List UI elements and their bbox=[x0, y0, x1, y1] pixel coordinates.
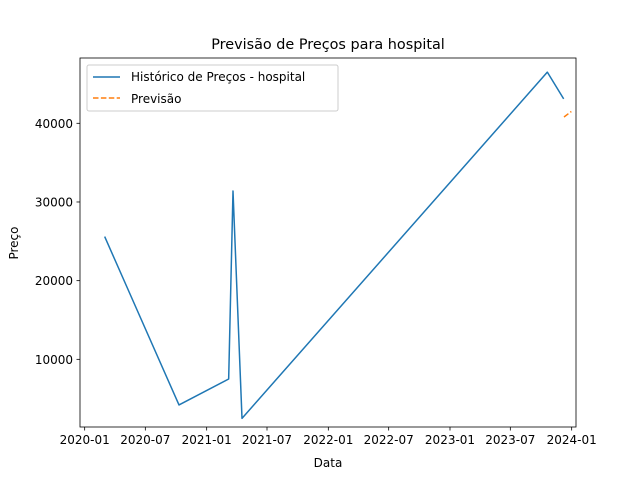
x-tick-label: 2023-01 bbox=[425, 433, 475, 447]
x-tick-label: 2022-01 bbox=[303, 433, 353, 447]
chart-title: Previsão de Preços para hospital bbox=[211, 37, 445, 53]
y-tick-label: 10000 bbox=[35, 353, 73, 367]
x-tick-label: 2023-07 bbox=[485, 433, 535, 447]
series-layer bbox=[103, 71, 572, 420]
x-tick-label: 2020-07 bbox=[120, 433, 170, 447]
legend-label-previsao: Previsão bbox=[131, 92, 181, 106]
y-axis-label: Preço bbox=[7, 226, 21, 259]
y-tick-label: 20000 bbox=[35, 274, 73, 288]
series-line-previsao bbox=[563, 110, 572, 118]
x-axis-label: Data bbox=[314, 456, 343, 470]
legend-label-historico: Histórico de Preços - hospital bbox=[131, 70, 305, 84]
x-tick-label: 2021-01 bbox=[182, 433, 232, 447]
plot-area bbox=[79, 57, 577, 428]
y-tick-label: 40000 bbox=[35, 117, 73, 131]
x-tick-label: 2021-07 bbox=[242, 433, 292, 447]
legend: Histórico de Preços - hospital Previsão bbox=[86, 64, 339, 112]
series-line-historico bbox=[103, 71, 565, 420]
y-tick-label: 30000 bbox=[35, 195, 73, 209]
x-axis-ticks: 2020-01 2020-07 2021-01 2021-07 2022-01 2022-… bbox=[60, 427, 597, 447]
legend-box bbox=[86, 64, 339, 112]
x-tick-label: 2022-07 bbox=[364, 433, 414, 447]
y-axis-ticks: 10000 20000 30000 40000 bbox=[35, 117, 80, 367]
x-tick-label: 2024-01 bbox=[547, 433, 597, 447]
x-tick-label: 2020-01 bbox=[60, 433, 110, 447]
